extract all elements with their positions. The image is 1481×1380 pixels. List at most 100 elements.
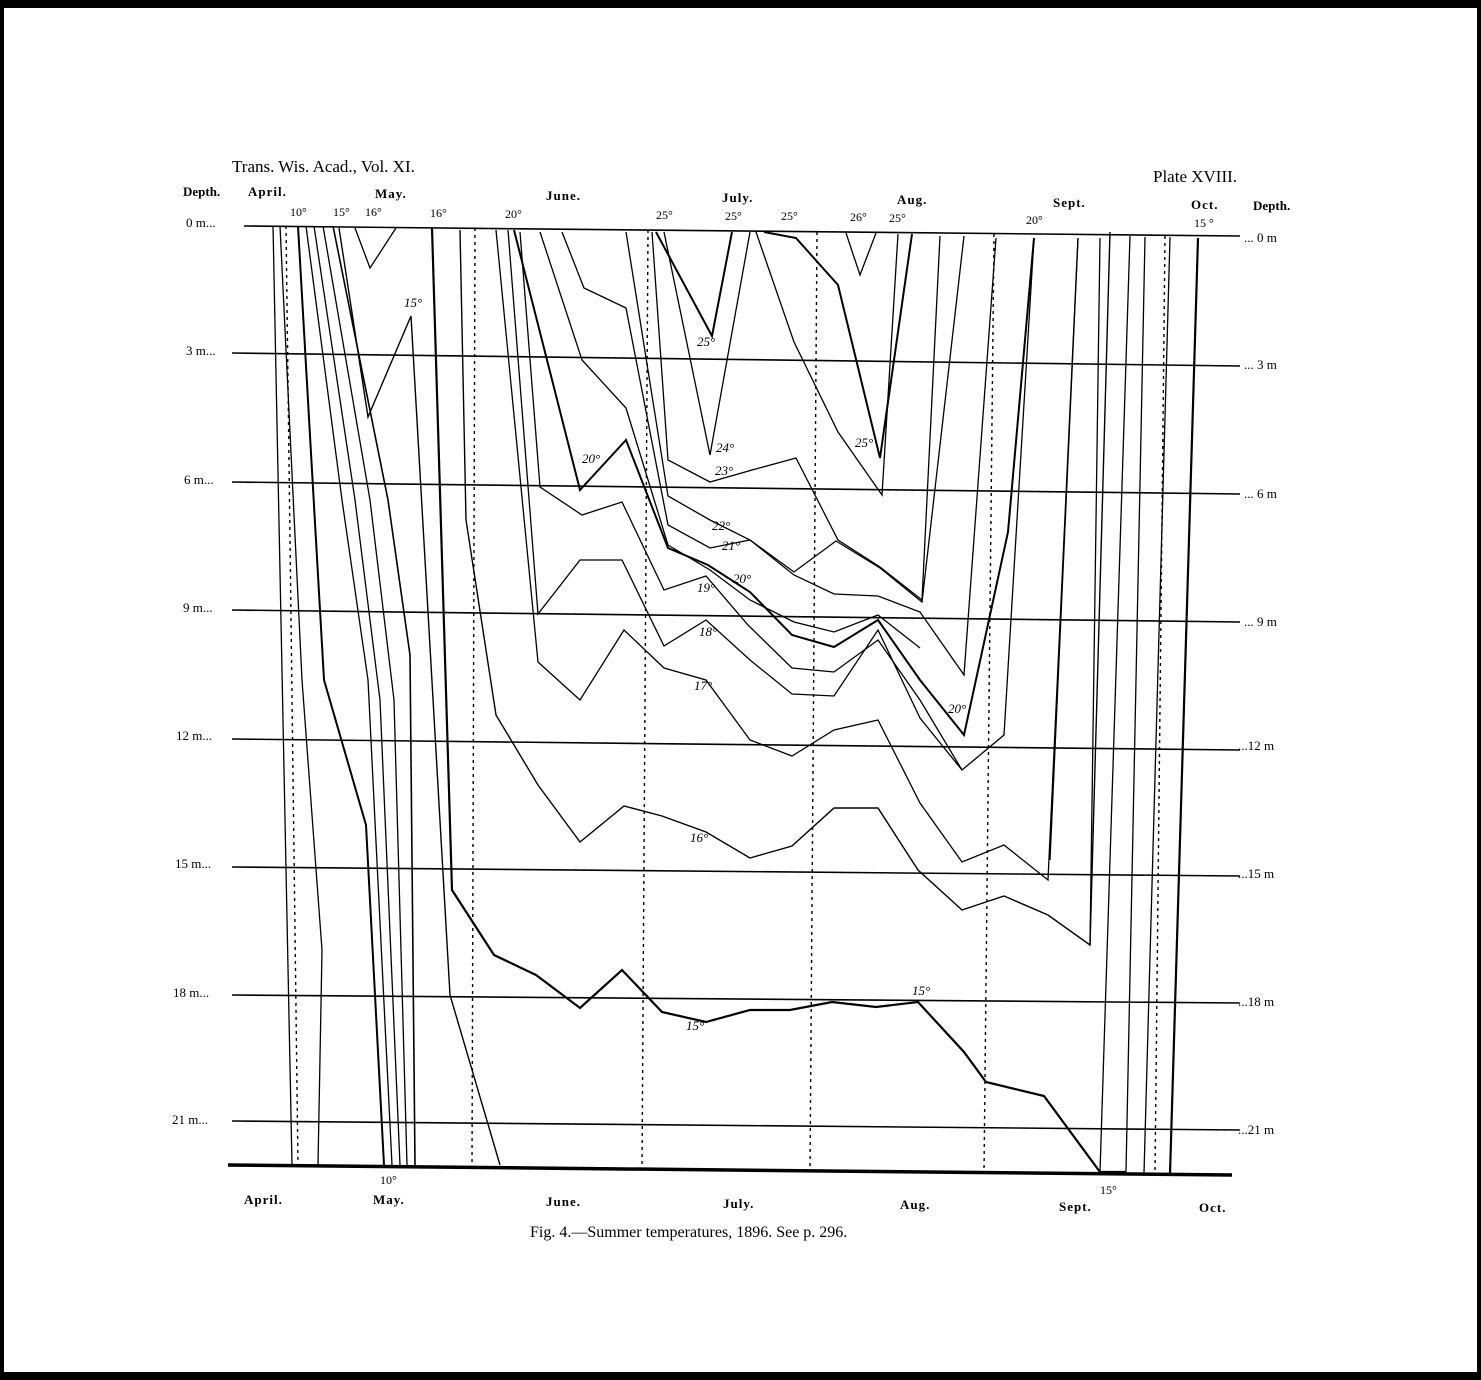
isotherm-line bbox=[1125, 236, 1146, 1173]
depth-tick-right: ... 6 m bbox=[1244, 486, 1277, 501]
isotherm-line bbox=[305, 225, 393, 1166]
isotherm-line bbox=[1143, 236, 1171, 1174]
depth-line-12m bbox=[231, 738, 1241, 751]
depth-tick-right: ...18 m bbox=[1238, 994, 1274, 1009]
surface-temp-label: 20° bbox=[505, 207, 522, 221]
isotherms bbox=[272, 225, 1200, 1175]
isotherm-line bbox=[332, 225, 416, 1166]
isotherm-label: 24° bbox=[716, 440, 734, 455]
journal-header: Trans. Wis. Acad., Vol. XI. bbox=[232, 157, 415, 176]
isotherm-line bbox=[272, 225, 293, 1166]
isotherm-label: 20° bbox=[948, 701, 966, 716]
surface-temp-label: 26° bbox=[850, 210, 867, 224]
plate-header: Plate XVIII. bbox=[1153, 167, 1237, 186]
isotherm-label: 18° bbox=[699, 624, 717, 639]
depth-tick-left: 3 m... bbox=[186, 343, 216, 358]
isotherm-line bbox=[1099, 235, 1131, 1173]
month-boundary bbox=[285, 225, 299, 1167]
month-top-april: April. bbox=[248, 184, 287, 199]
isotherm-label: 17° bbox=[694, 678, 712, 693]
month-top-sept: Sept. bbox=[1053, 195, 1086, 210]
scan-border-bottom bbox=[0, 1372, 1481, 1380]
surface-temp-label: 25° bbox=[889, 211, 906, 225]
isotherm-line bbox=[279, 225, 323, 1166]
isotherm-20b bbox=[539, 231, 921, 649]
scan-border-top bbox=[0, 0, 1481, 8]
depth-tick-left: 21 m... bbox=[172, 1112, 208, 1127]
depth-tick-left: 15 m... bbox=[175, 856, 211, 871]
isotherm-label: 20° bbox=[582, 451, 600, 466]
isotherm-line bbox=[1049, 237, 1079, 861]
depth-axis-label-right: Depth. bbox=[1253, 198, 1290, 213]
month-bottom-aug: Aug. bbox=[900, 1197, 930, 1212]
depth-axis-label-left: Depth. bbox=[183, 184, 220, 199]
isotherm-22 bbox=[625, 231, 965, 604]
depth-tick-right: ... 0 m bbox=[1244, 230, 1277, 245]
isotherm-label: 15° bbox=[686, 1018, 704, 1033]
isotherm-15-may bbox=[338, 227, 501, 1166]
month-top-may: May. bbox=[375, 186, 407, 201]
isotherm-20 bbox=[513, 229, 1035, 738]
isotherm-19 bbox=[519, 231, 963, 771]
month-bottom-sept: Sept. bbox=[1059, 1199, 1092, 1214]
left-depth-ticks: 0 m... 3 m... 6 m... 9 m... 12 m... 15 m… bbox=[172, 215, 216, 1127]
isotherm-17 bbox=[495, 229, 1079, 882]
isotherm-line bbox=[354, 227, 397, 270]
month-top-june: June. bbox=[546, 188, 581, 203]
surface-temp-label: 20° bbox=[1026, 213, 1043, 227]
isotherm-label: 25° bbox=[855, 435, 873, 450]
bottom-temp-label: 15° bbox=[1100, 1183, 1117, 1197]
month-bottom-april: April. bbox=[244, 1192, 283, 1207]
isotherm-labels: 15° 25° 24° 23° 25° 20° 22° 21° 20° 19° … bbox=[404, 295, 966, 1033]
month-boundary bbox=[983, 233, 995, 1173]
isotherm-16 bbox=[459, 229, 1111, 947]
surface-temp-label: 16° bbox=[365, 205, 382, 219]
isotherm-label: 19° bbox=[697, 580, 715, 595]
scan-border-right bbox=[1477, 0, 1481, 1380]
month-boundary bbox=[471, 227, 476, 1168]
isotherm-line bbox=[322, 225, 408, 1166]
surface-temp-label: 10° bbox=[290, 205, 307, 219]
bottom-temp-label: 10° bbox=[380, 1173, 397, 1187]
isotherm-15 bbox=[430, 227, 1126, 1174]
month-boundary bbox=[641, 229, 649, 1170]
depth-tick-left: 9 m... bbox=[183, 600, 213, 615]
surface-temp-label: 15 ° bbox=[1194, 216, 1214, 230]
depth-tick-left: 12 m... bbox=[176, 728, 212, 743]
isotherm-line bbox=[1089, 237, 1101, 946]
surface-temp-label: 25° bbox=[725, 209, 742, 223]
isotherm-label: 15° bbox=[404, 295, 422, 310]
isotherm-line bbox=[297, 225, 385, 1166]
bottom-baseline bbox=[227, 1163, 1233, 1177]
isotherm-label: 25° bbox=[697, 334, 715, 349]
depth-line-15m bbox=[231, 866, 1241, 877]
isotherm-label: 21° bbox=[722, 538, 740, 553]
depth-line-9m bbox=[231, 609, 1241, 623]
month-bottom-june: June. bbox=[546, 1194, 581, 1209]
depth-tick-right: ...12 m bbox=[1238, 738, 1274, 753]
isotherm-label: 23° bbox=[715, 463, 733, 478]
surface-temp-label: 25° bbox=[781, 209, 798, 223]
depth-tick-right: ...21 m bbox=[1238, 1122, 1274, 1137]
right-depth-ticks: ... 0 m ... 3 m ... 6 m ... 9 m ...12 m … bbox=[1238, 230, 1277, 1137]
month-bottom-oct: Oct. bbox=[1199, 1200, 1226, 1215]
depth-line-21m bbox=[231, 1120, 1241, 1131]
isotherm-line bbox=[313, 225, 401, 1166]
isotherm-line bbox=[1168, 237, 1200, 1175]
isotherm-label: 16° bbox=[690, 830, 708, 845]
depth-tick-left: 0 m... bbox=[186, 215, 216, 230]
depth-tick-right: ... 3 m bbox=[1244, 357, 1277, 372]
isotherm-25-july bbox=[655, 231, 733, 339]
isotherm-26 bbox=[845, 232, 877, 277]
isotherm-21 bbox=[561, 231, 997, 677]
depth-tick-left: 6 m... bbox=[184, 472, 214, 487]
depth-line-3m bbox=[231, 352, 1241, 367]
isotherm-18 bbox=[507, 229, 1035, 771]
isotherm-25-aug bbox=[763, 231, 913, 459]
depth-tick-right: ...15 m bbox=[1238, 866, 1274, 881]
surface-temp-label: 16° bbox=[430, 206, 447, 220]
surface-temp-label: 15° bbox=[333, 205, 350, 219]
month-top-july: July. bbox=[722, 190, 753, 205]
month-top-oct: Oct. bbox=[1191, 197, 1218, 212]
